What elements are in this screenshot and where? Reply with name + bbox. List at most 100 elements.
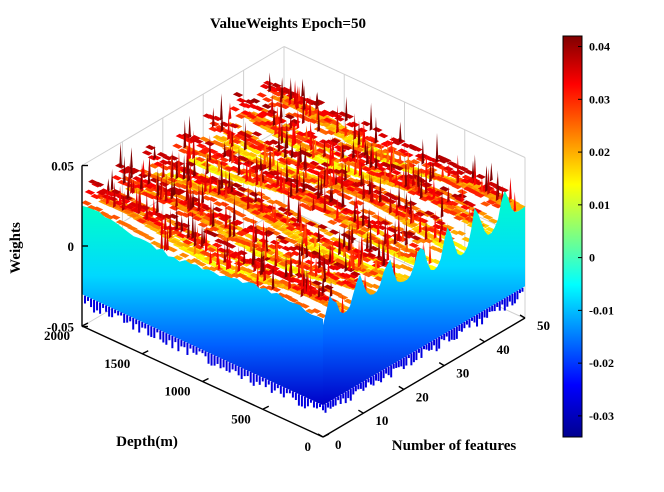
surface-cell	[250, 209, 262, 216]
surface-spike	[272, 106, 276, 127]
surface-spike	[456, 154, 460, 184]
surface-cell	[90, 193, 101, 200]
surface-spike	[303, 220, 307, 239]
surface-cell	[273, 221, 284, 227]
surface-cell	[219, 269, 230, 276]
surface-cell	[240, 110, 252, 116]
surface-spike	[487, 167, 491, 195]
surface-spike	[347, 157, 351, 173]
surface-cell	[441, 157, 452, 163]
surface-cell	[207, 196, 218, 203]
surface-spike	[297, 86, 301, 103]
z-tick-label: -0.05	[47, 320, 75, 335]
surface-cell	[433, 190, 445, 196]
surface-cell	[435, 220, 446, 226]
surface-cell	[282, 126, 293, 132]
y-tick-label: 0	[305, 439, 312, 454]
surface-cell	[337, 294, 349, 300]
x-tick	[358, 409, 364, 414]
surface-cell	[314, 165, 326, 171]
surface-cell	[409, 159, 421, 165]
colorbar-tick-label: -0.01	[589, 303, 614, 317]
surface-spike	[282, 174, 286, 192]
surface-spike	[383, 166, 387, 182]
surface-cell	[272, 199, 283, 206]
surface-spike	[485, 166, 488, 192]
surface-cell	[447, 210, 458, 216]
surface-cell	[258, 120, 269, 127]
surface-cell	[172, 143, 183, 149]
surface-spike	[495, 176, 499, 202]
surface-spike	[295, 166, 299, 194]
surface-spike	[323, 138, 326, 158]
surface-spike	[365, 230, 369, 250]
surface-cell	[148, 163, 160, 169]
surface-spike	[261, 246, 265, 273]
surface-cell	[247, 152, 258, 158]
surface-spike	[341, 140, 345, 159]
surface-cell	[434, 241, 445, 248]
y-tick	[81, 322, 89, 327]
surface-cell	[302, 178, 313, 184]
surface-cell	[323, 231, 335, 237]
surface-spike	[262, 219, 265, 249]
surface-cell	[269, 139, 280, 145]
surface-spike	[289, 175, 293, 198]
surface-cell	[196, 143, 207, 149]
surface-cell	[277, 206, 288, 212]
surface-spike	[419, 169, 423, 199]
surface-cell	[372, 172, 384, 178]
surface-spike	[317, 105, 321, 133]
surface-cell	[368, 270, 379, 276]
surface-spike	[242, 245, 246, 265]
surface-cell	[394, 243, 406, 249]
surface-spike	[390, 135, 394, 165]
surface-left-face	[82, 205, 323, 406]
surface-spike	[302, 222, 306, 245]
x-tick-label: 0	[335, 437, 342, 452]
surface-spike	[187, 154, 191, 182]
surface-spike	[348, 256, 351, 271]
surface-spike	[317, 224, 321, 243]
surface-cell	[451, 183, 462, 190]
surface-spike	[368, 172, 372, 195]
surface-spike	[329, 280, 333, 298]
surface-spike	[191, 188, 195, 209]
surface-spike	[395, 197, 399, 217]
surface-cell	[182, 239, 193, 245]
surface-spike	[197, 182, 201, 212]
surface-cell	[275, 234, 287, 241]
surface-cell	[365, 252, 377, 258]
surface-plot	[81, 72, 526, 413]
surface-spike	[230, 177, 234, 193]
surface-spike	[264, 239, 267, 260]
surface-spike	[342, 225, 346, 248]
surface-spike	[180, 214, 184, 233]
surface-cell	[173, 255, 184, 261]
surface-spike	[309, 119, 313, 147]
surface-spike	[259, 154, 263, 172]
surface-spike	[170, 149, 174, 179]
surface-cell	[480, 201, 491, 207]
surface-spike	[263, 254, 267, 282]
surface-spike	[386, 223, 389, 247]
surface-spike	[341, 294, 344, 315]
surface-cell	[448, 200, 459, 207]
surface-cell	[307, 186, 318, 192]
surface-spike	[224, 200, 228, 229]
surface-spike	[318, 241, 321, 269]
surface-spike	[351, 138, 355, 159]
surface-cell	[431, 161, 443, 168]
surface-spike	[249, 236, 253, 253]
surface-spike	[344, 121, 348, 137]
surface-spike	[285, 120, 289, 150]
surface-cell	[273, 212, 285, 218]
y-tick-label: 1500	[104, 356, 130, 371]
surface-spike	[398, 121, 402, 143]
surface-spike	[309, 274, 313, 298]
surface-cell	[191, 215, 203, 222]
surface-spike	[414, 176, 418, 191]
surface-cell	[251, 149, 262, 155]
surface-spike	[302, 169, 306, 193]
colorbar	[562, 35, 583, 438]
